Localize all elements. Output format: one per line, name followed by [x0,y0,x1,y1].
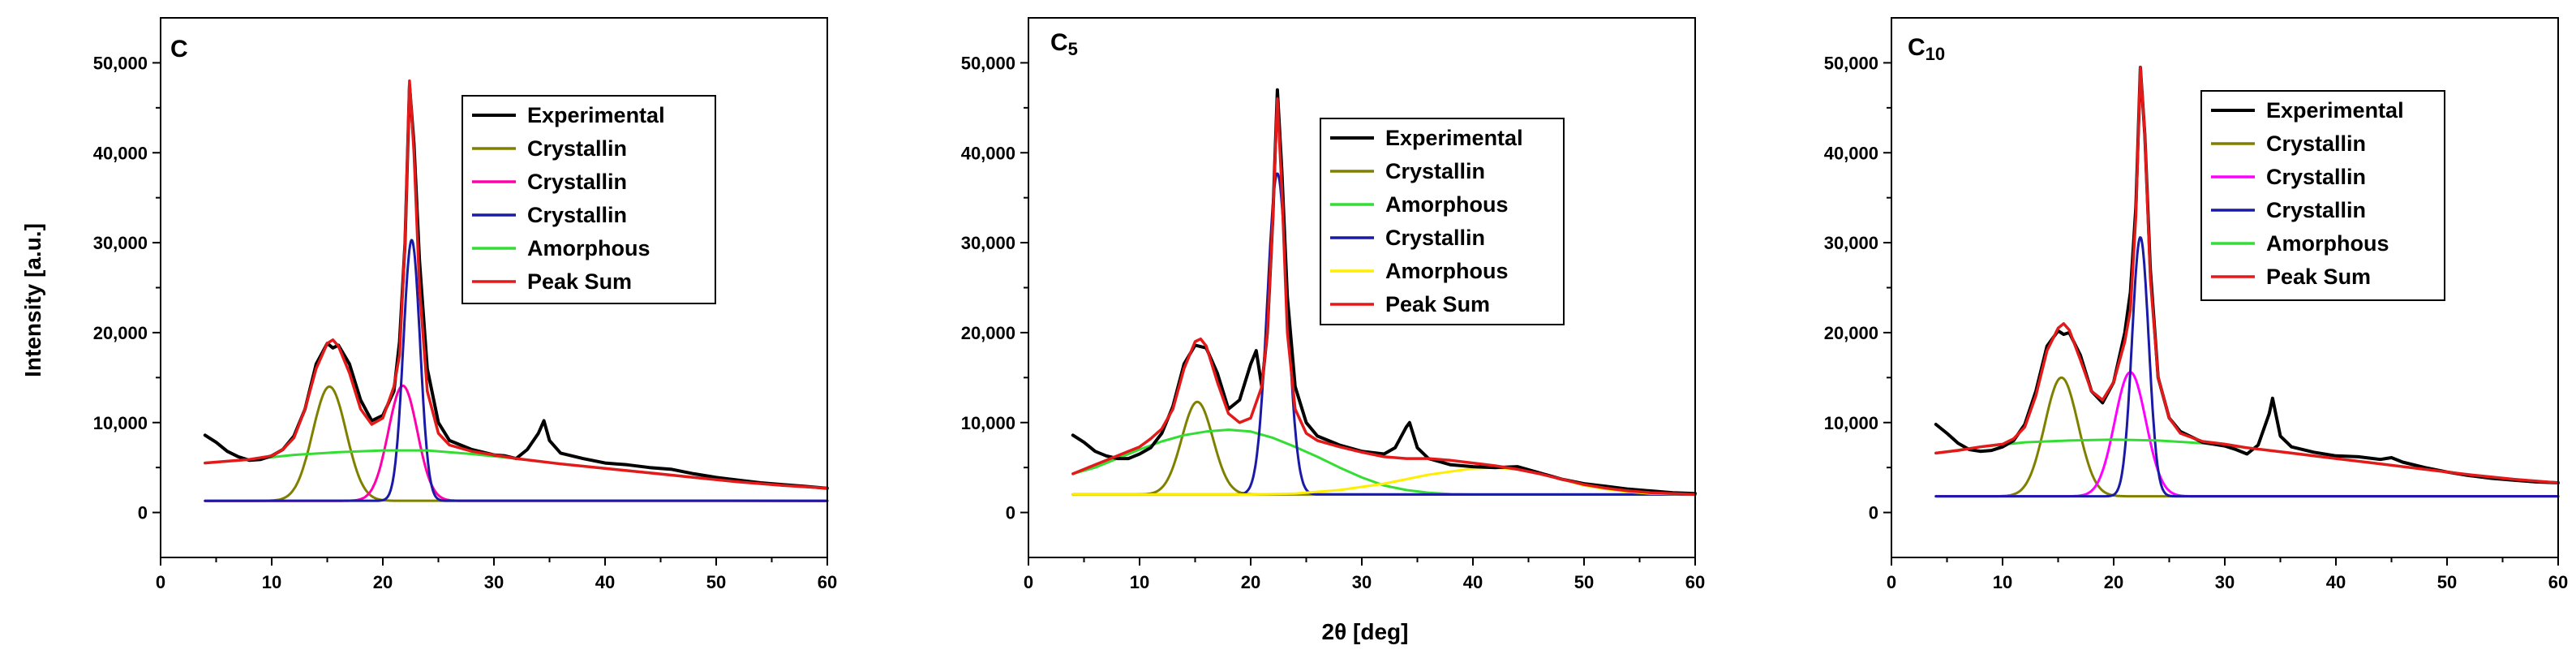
panel-c5-xtick-label: 0 [1024,572,1033,592]
panel-c10-ytick-label: 10,000 [1824,413,1878,433]
panel-c10-xtick-label: 30 [2215,572,2235,592]
panel-c5-xtick-label: 40 [1463,572,1483,592]
panel-c10-xtick-label: 50 [2437,572,2457,592]
panel-c-ytick-label: 30,000 [93,233,148,253]
panel-c10-legend-label: Peak Sum [2266,265,2371,289]
panel-c-series-crystallin-2 [204,384,829,502]
panel-c10-legend-label: Crystallin [2266,198,2366,222]
panel-c-xtick-label: 60 [818,572,837,592]
panel-c10-legend-label: Crystallin [2266,165,2366,189]
panel-c-xtick-label: 10 [262,572,281,592]
panel-c10-xtick-label: 10 [1993,572,2012,592]
panel-c-ytick-label: 50,000 [93,53,148,73]
panel-c-xtick-label: 50 [706,572,726,592]
panel-c-xtick-label: 0 [156,572,165,592]
panel-c10-plot [1934,66,2560,498]
panel-c10-legend-label: Crystallin [2266,131,2366,156]
panel-c-legend-label: Experimental [527,103,665,127]
panel-c-ytick-label: 40,000 [93,143,148,163]
panel-c5-xtick-label: 20 [1241,572,1260,592]
panel-c5-xtick-label: 60 [1685,572,1705,592]
panel-c10-xtick-label: 20 [2104,572,2123,592]
panel-c10-label: C10 [1908,34,1945,64]
panel-c5-legend-label: Experimental [1385,126,1523,150]
panel-c: C Experimental Crystallin Crystallin Crysta… [93,17,837,592]
panel-c5-label: C5 [1050,29,1078,59]
panel-c10-ytick-label: 0 [1869,503,1878,523]
panel-c5-series-amorphous-2 [1071,428,1697,496]
panel-c5-ytick-label: 10,000 [961,413,1015,433]
panel-c10-ytick-label: 20,000 [1824,323,1878,343]
panel-c10-legend-box [2200,90,2445,301]
panel-c-label: C [170,36,188,62]
panel-c5-ytick-label: 0 [1006,503,1015,523]
panel-c10-legend-label: Amorphous [2266,231,2389,256]
panel-c5-legend-label: Peak Sum [1385,292,1490,316]
panel-c5-ytick-label: 50,000 [961,53,1015,73]
panel-c5-ytick-label: 30,000 [961,233,1015,253]
panel-c-xtick-label: 40 [595,572,615,592]
panel-c5-legend: Experimental Crystallin Amorphous Crystalli… [1320,118,1565,325]
panel-c-legend-label: Peak Sum [527,269,632,294]
y-axis-title: Intensity [a.u.] [20,223,45,377]
panel-c-legend: Experimental Crystallin Crystallin Crystall… [462,95,716,304]
panel-c-series-peak-sum-5 [204,79,829,490]
panel-c-xtick-label: 30 [484,572,504,592]
panel-c-series-crystallin-1 [204,385,829,502]
panel-c5-series-peak-sum-5 [1071,97,1697,497]
panel-c-legend-label: Amorphous [527,236,650,260]
panel-c-xtick-label: 20 [373,572,393,592]
panel-c5-ytick-label: 40,000 [961,143,1015,163]
panel-c10-legend-label: Experimental [2266,98,2404,123]
panel-c10: C10 Experimental Crystallin Crystallin Crys… [1824,17,2568,592]
x-axis-title: 2θ [deg] [1322,619,1409,644]
panel-c5-series-crystallin-3 [1071,172,1697,496]
panel-c5-xtick-label: 10 [1130,572,1149,592]
panel-c-ytick-label: 10,000 [93,413,148,433]
panel-c-plot [203,79,829,502]
panel-c10-series-crystallin-1 [1934,376,2560,498]
panel-c10-ytick-label: 50,000 [1824,53,1878,73]
panel-c-legend-box [462,95,716,304]
panel-c5-legend-box [1320,118,1565,325]
panel-c10-xtick-label: 0 [1887,572,1896,592]
panel-c-legend-label: Crystallin [527,136,627,161]
panel-c5-legend-label: Crystallin [1385,159,1485,183]
panel-c-series-crystallin-3 [204,239,829,502]
panel-c10-xtick-label: 60 [2548,572,2568,592]
panel-c10-series-crystallin-3 [1934,236,2560,498]
panel-c-legend-label: Crystallin [527,203,627,227]
panel-c5-xtick-label: 50 [1574,572,1594,592]
panel-c-ytick-label: 20,000 [93,323,148,343]
panel-c5-plot [1071,88,1697,497]
panel-c5-legend-label: Amorphous [1385,259,1509,283]
panel-c10-xtick-label: 40 [2326,572,2346,592]
panel-c-ytick-label: 0 [138,503,148,523]
panel-c5: C5 Experimental Crystallin Amorphous Crysta… [961,17,1705,592]
panel-c5-xtick-label: 30 [1352,572,1372,592]
panel-c5-ytick-label: 20,000 [961,323,1015,343]
panel-c5-legend-label: Crystallin [1385,226,1485,250]
panel-c10-ytick-label: 30,000 [1824,233,1878,253]
panel-c10-legend: Experimental Crystallin Crystallin Crystall… [2200,90,2445,301]
panel-c5-legend-label: Amorphous [1385,192,1509,217]
panel-c10-series-peak-sum-5 [1934,66,2560,484]
panel-c10-ytick-label: 40,000 [1824,143,1878,163]
panel-c5-series-crystallin-1 [1071,400,1697,496]
panel-c-legend-label: Crystallin [527,170,627,194]
